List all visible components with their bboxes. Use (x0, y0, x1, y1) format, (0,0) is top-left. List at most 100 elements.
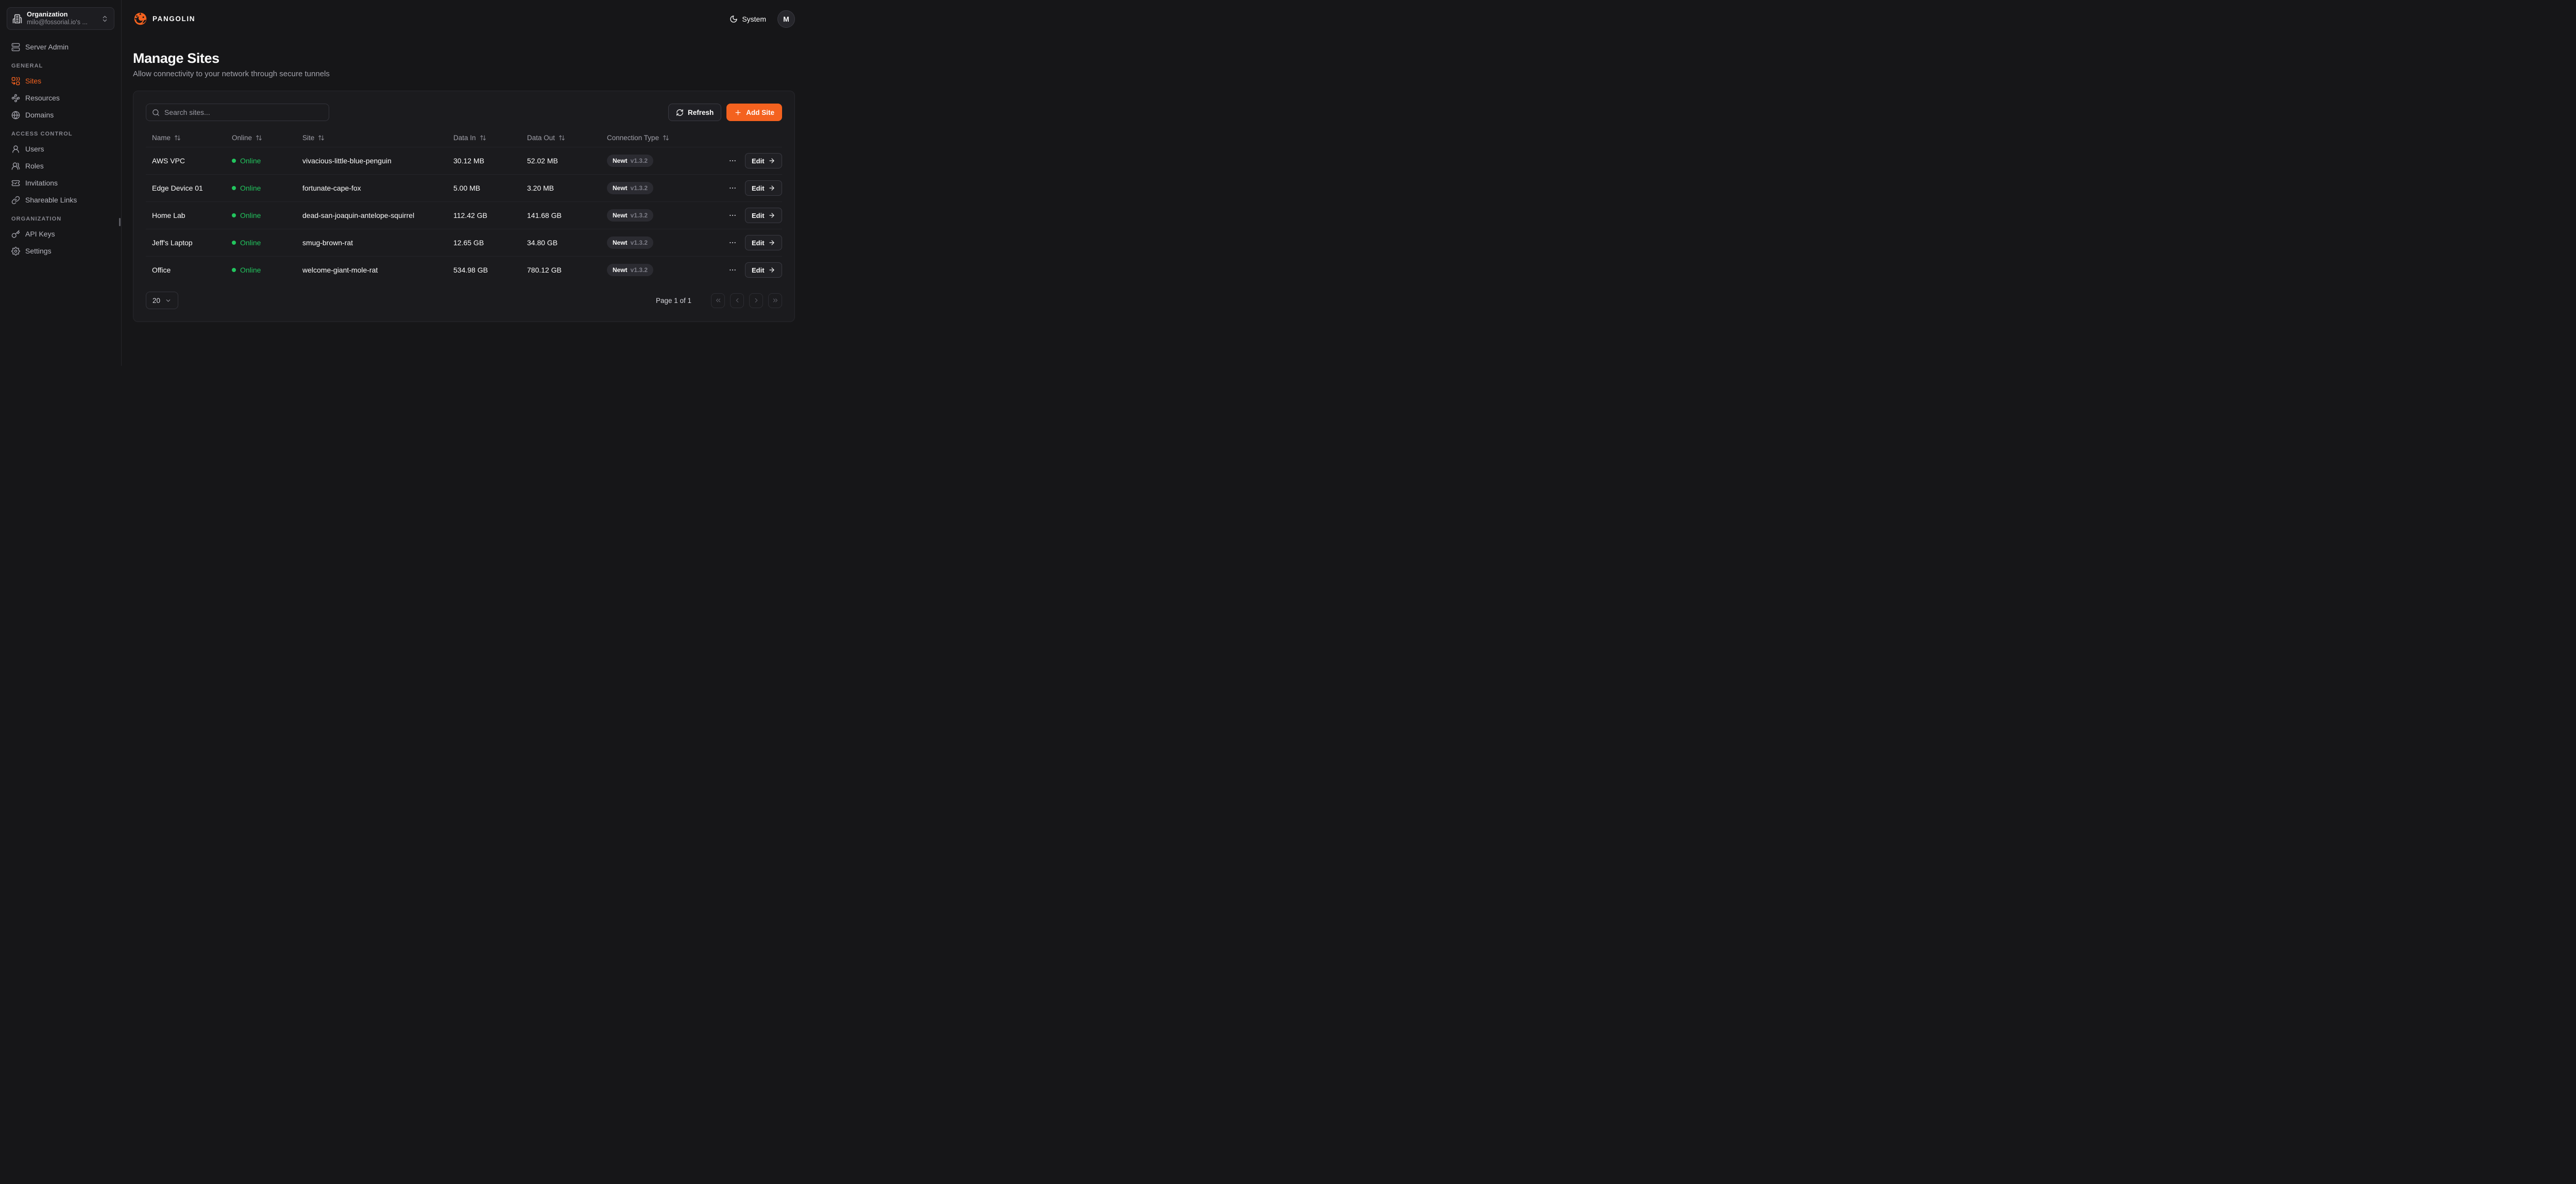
avatar-initial: M (783, 14, 789, 23)
sidebar-item-label: Resources (25, 94, 60, 102)
arrow-right-icon (768, 184, 775, 192)
edit-button[interactable]: Edit (745, 235, 782, 250)
user-icon (11, 145, 20, 154)
connection-type-badge: Newt v1.3.2 (607, 236, 654, 249)
row-menu-button[interactable] (728, 184, 737, 192)
site-slug: smug-brown-rat (302, 239, 353, 247)
online-status-label: Online (240, 157, 261, 165)
edit-button[interactable]: Edit (745, 262, 782, 278)
add-site-button[interactable]: Add Site (726, 104, 782, 121)
site-name: Jeff's Laptop (152, 239, 193, 247)
next-page-button[interactable] (749, 293, 763, 308)
sidebar-item-sites[interactable]: Sites (7, 73, 114, 89)
sidebar-item-server-admin[interactable]: Server Admin (7, 39, 114, 55)
online-status-label: Online (240, 184, 261, 192)
theme-label: System (742, 14, 766, 23)
row-menu-button[interactable] (728, 239, 737, 247)
refresh-button[interactable]: Refresh (668, 104, 722, 121)
arrow-right-icon (768, 266, 775, 274)
link-icon (11, 196, 20, 205)
search-input[interactable] (164, 108, 323, 116)
topbar-right: System M (730, 10, 795, 28)
online-status-dot (232, 268, 236, 272)
sidebar-item-api-keys[interactable]: API Keys (7, 226, 114, 242)
sort-icon (558, 134, 565, 141)
sidebar-scrollbar-thumb[interactable] (119, 218, 121, 226)
key-icon (11, 230, 20, 239)
online-status-label: Online (240, 266, 261, 274)
data-in-value: 112.42 GB (453, 211, 487, 219)
page-content: Manage Sites Allow connectivity to your … (122, 38, 808, 322)
sidebar-item-shareable-links[interactable]: Shareable Links (7, 192, 114, 208)
row-menu-button[interactable] (728, 266, 737, 274)
arrow-right-icon (768, 157, 775, 164)
organization-selector[interactable]: Organization milo@fossorial.io's ... (7, 7, 114, 30)
page-size-select[interactable]: 20 (146, 292, 179, 309)
previous-page-button[interactable] (730, 293, 744, 308)
chevrons-up-down-icon (101, 15, 109, 23)
site-name: Edge Device 01 (152, 184, 203, 192)
avatar[interactable]: M (777, 10, 795, 28)
data-out-value: 52.02 MB (527, 157, 558, 165)
table-row: Edge Device 01 Online fortunate-cape-fox… (146, 174, 782, 201)
page-subtitle: Allow connectivity to your network throu… (133, 70, 330, 78)
edit-button[interactable]: Edit (745, 153, 782, 168)
refresh-icon (676, 109, 684, 116)
theme-toggle[interactable]: System (730, 15, 766, 23)
toolbar-buttons: Refresh Add Site (668, 104, 782, 121)
sidebar-item-label: Shareable Links (25, 196, 77, 204)
sidebar-item-settings[interactable]: Settings (7, 243, 114, 259)
sidebar-item-label: API Keys (25, 230, 55, 238)
sidebar-item-label: Roles (25, 162, 44, 170)
site-slug: dead-san-joaquin-antelope-squirrel (302, 211, 415, 219)
sort-icon (318, 134, 325, 141)
online-status-dot (232, 159, 236, 163)
row-menu-button[interactable] (728, 211, 737, 219)
site-name: Home Lab (152, 211, 185, 219)
last-page-button[interactable] (768, 293, 782, 308)
first-page-button[interactable] (711, 293, 725, 308)
table-header-row: Name Online Site Data In (146, 128, 782, 147)
edit-button[interactable]: Edit (745, 208, 782, 223)
ticket-check-icon (11, 179, 20, 188)
column-header-online[interactable]: Online (226, 134, 296, 142)
sidebar-item-domains[interactable]: Domains (7, 107, 114, 123)
table-toolbar: Refresh Add Site (146, 104, 782, 121)
main-area: PANGOLIN System M Manage Sites Allow con… (122, 0, 808, 366)
sidebar-item-roles[interactable]: Roles (7, 158, 114, 174)
column-header-data-in[interactable]: Data In (447, 134, 521, 142)
sidebar: Organization milo@fossorial.io's ... Ser… (0, 0, 122, 366)
data-out-value: 780.12 GB (527, 266, 562, 274)
online-status-dot (232, 186, 236, 190)
data-out-value: 3.20 MB (527, 184, 554, 192)
column-header-connection-type[interactable]: Connection Type (601, 134, 722, 142)
users-icon (11, 162, 20, 171)
chevron-right-icon (753, 297, 760, 304)
pangolin-logo-icon (133, 11, 148, 26)
table-footer: 20 Page 1 of 1 (146, 292, 782, 309)
arrow-right-icon (768, 212, 775, 219)
connection-type-badge: Newt v1.3.2 (607, 209, 654, 222)
organization-value: milo@fossorial.io's ... (27, 19, 88, 26)
sidebar-item-invitations[interactable]: Invitations (7, 175, 114, 191)
site-name: Office (152, 266, 171, 274)
sidebar-section-access-control: ACCESS CONTROL (11, 131, 73, 137)
edit-button[interactable]: Edit (745, 180, 782, 196)
sort-icon (480, 134, 486, 141)
column-header-data-out[interactable]: Data Out (521, 134, 601, 142)
sidebar-item-label: Invitations (25, 179, 58, 187)
sidebar-item-resources[interactable]: Resources (7, 90, 114, 106)
row-menu-button[interactable] (728, 157, 737, 165)
brand-link[interactable]: PANGOLIN (133, 11, 195, 26)
column-header-name[interactable]: Name (146, 134, 226, 142)
combine-icon (11, 77, 20, 86)
data-in-value: 30.12 MB (453, 157, 484, 165)
data-in-value: 5.00 MB (453, 184, 481, 192)
sites-table-card: Refresh Add Site Name (133, 91, 795, 322)
column-header-site[interactable]: Site (296, 134, 447, 142)
sort-icon (256, 134, 262, 141)
sidebar-item-users[interactable]: Users (7, 141, 114, 157)
site-name: AWS VPC (152, 157, 185, 165)
online-status-dot (232, 213, 236, 217)
chevrons-right-icon (772, 297, 779, 304)
